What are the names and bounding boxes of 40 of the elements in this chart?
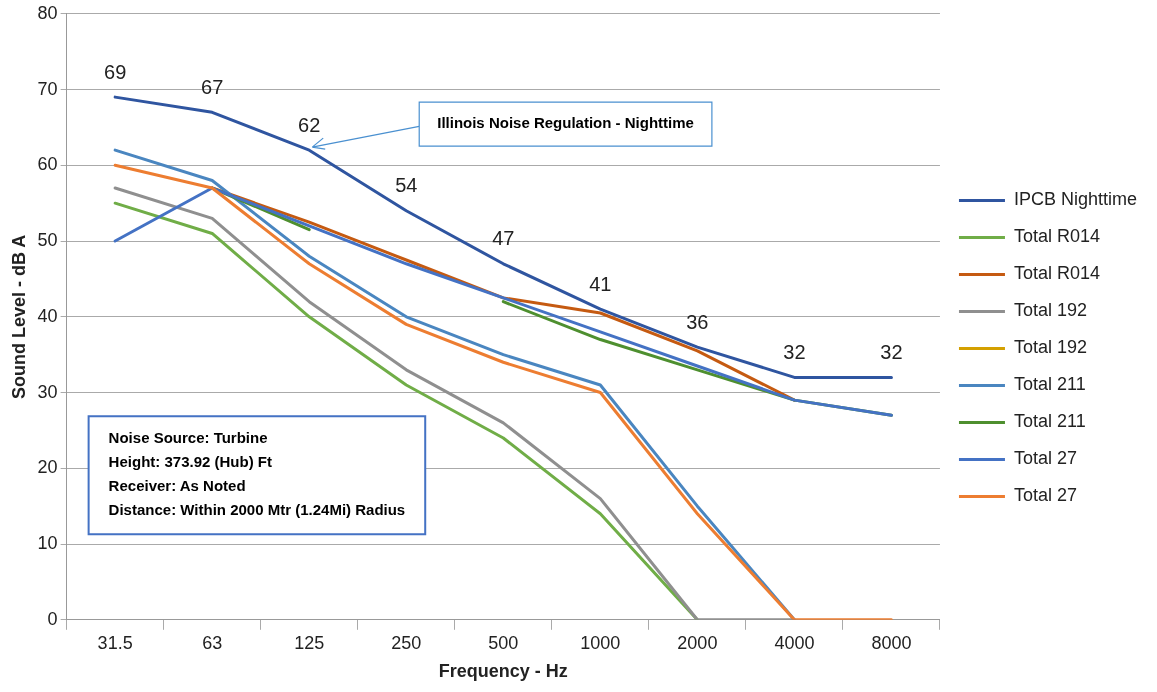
y-tick-label: 40 xyxy=(37,305,58,326)
x-tick-label: 125 xyxy=(294,632,325,653)
legend-label: Total R014 xyxy=(1013,263,1101,284)
y-axis-title: Sound Level - dB A xyxy=(8,234,29,399)
data-label: 41 xyxy=(589,272,612,295)
data-label: 36 xyxy=(686,310,709,333)
data-label: 62 xyxy=(298,113,321,136)
legend-label: Total 192 xyxy=(1013,300,1088,321)
legend-label: Total 27 xyxy=(1013,448,1078,469)
y-tick-label: 20 xyxy=(37,457,58,478)
x-tick-label: 63 xyxy=(202,632,223,653)
legend-label: Total 192 xyxy=(1013,337,1088,358)
x-tick-label: 4000 xyxy=(774,632,815,653)
x-tick-label: 250 xyxy=(391,632,422,653)
data-label: 67 xyxy=(201,75,224,98)
data-label: 69 xyxy=(104,60,127,83)
legend-label: Total R014 xyxy=(1013,226,1101,247)
legend-label: IPCB Nighttime xyxy=(1013,189,1138,210)
x-tick-label: 31.5 xyxy=(97,632,133,653)
data-label: 47 xyxy=(492,227,515,250)
y-tick-label: 30 xyxy=(37,381,58,402)
legend-label: Total 211 xyxy=(1013,411,1086,432)
x-tick-label: 8000 xyxy=(871,632,912,653)
x-tick-label: 2000 xyxy=(677,632,718,653)
annotation: Noise Source: Turbine Height: 373.92 (Hub) Ft Receiver: As Noted Distance: Within 2000 Mtr (1.24Mi) Radius xyxy=(108,429,406,519)
y-tick-label: 80 xyxy=(37,2,58,23)
data-label: 32 xyxy=(783,340,806,363)
legend-label: Total 211 xyxy=(1013,374,1086,395)
x-tick-label: 1000 xyxy=(580,632,621,653)
legend-label: Total 27 xyxy=(1013,485,1078,506)
y-tick-label: 60 xyxy=(37,154,58,175)
data-label: 54 xyxy=(395,174,418,197)
y-tick-label: 50 xyxy=(37,230,58,251)
x-axis-title: Frequency - Hz xyxy=(438,661,568,682)
x-tick-label: 500 xyxy=(488,632,519,653)
y-tick-label: 70 xyxy=(37,78,58,99)
y-tick-label: 10 xyxy=(37,533,58,554)
y-tick-label: 0 xyxy=(47,608,58,629)
annotation: Illinois Noise Regulation - Nighttime xyxy=(437,114,694,132)
data-label: 32 xyxy=(880,340,903,363)
